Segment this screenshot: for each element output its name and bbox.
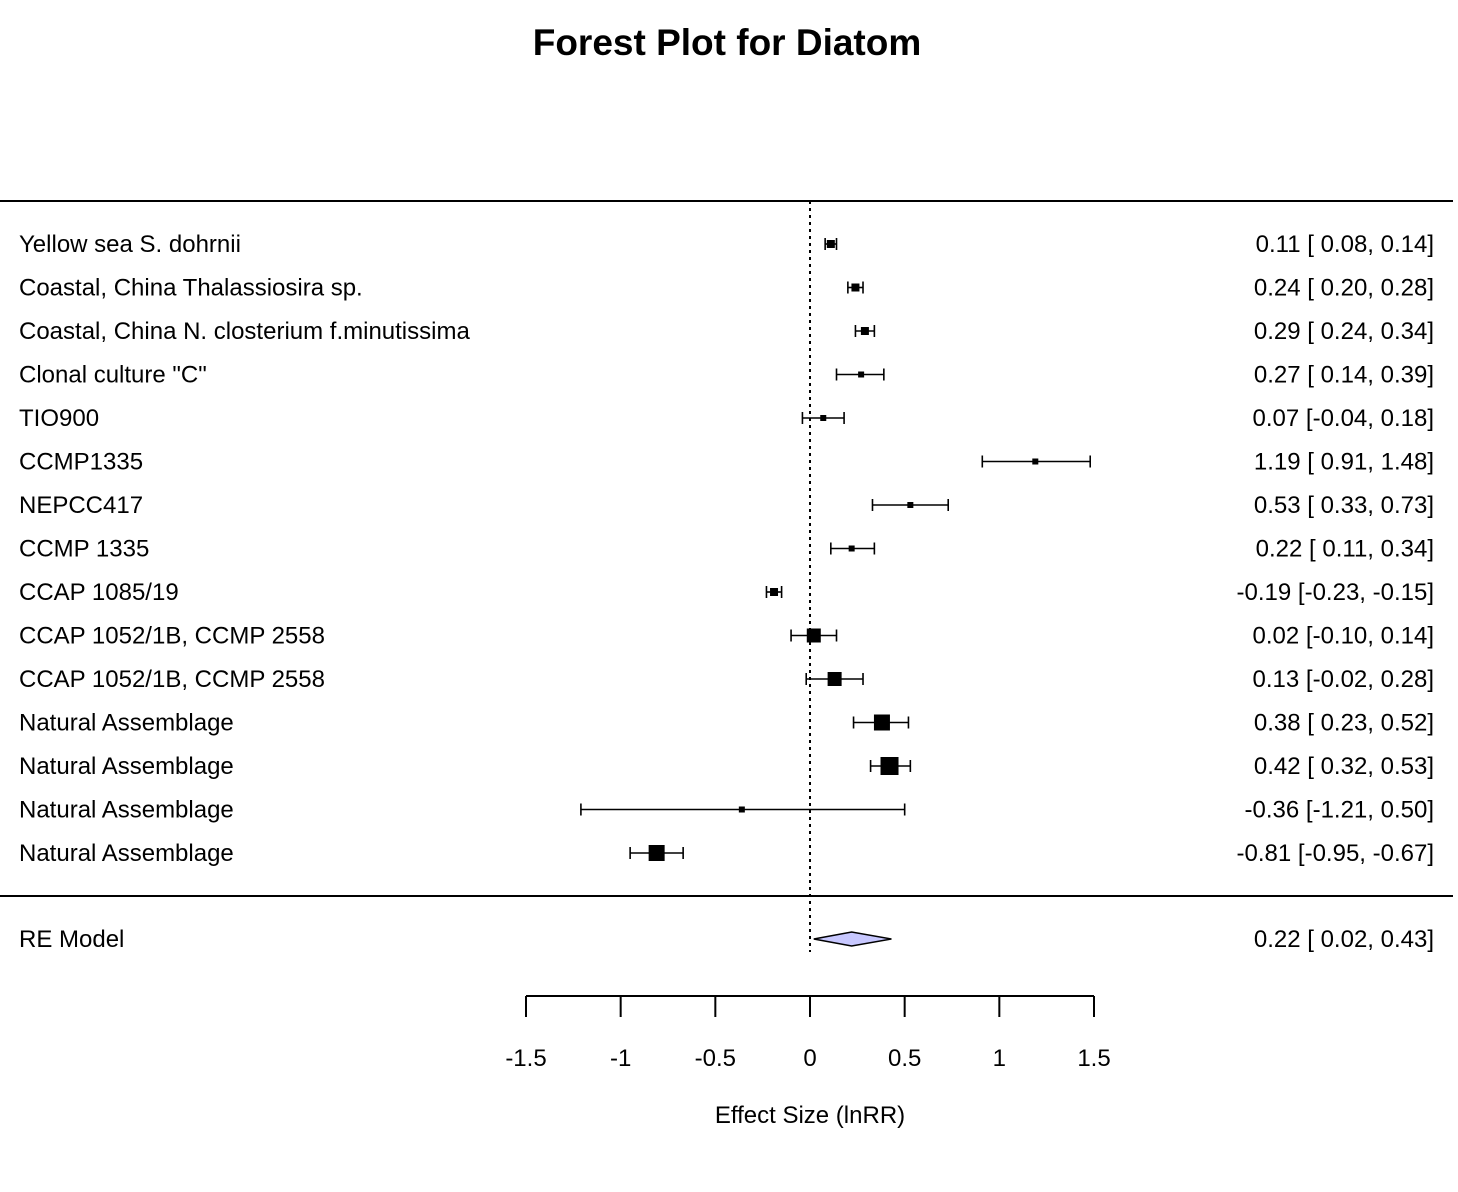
point-estimate [770, 588, 779, 596]
study-row: Natural Assemblage 0.38 [ 0.23, 0.52] [19, 710, 1434, 737]
study-row: CCAP 1085/19 -0.19 [-0.23, -0.15] [19, 579, 1434, 606]
study-label: NEPCC417 [19, 492, 143, 519]
study-label: CCMP1335 [19, 449, 143, 476]
summary-estimate-text: 0.22 [ 0.02, 0.43] [1254, 926, 1434, 953]
study-label: CCAP 1085/19 [19, 579, 179, 606]
x-tick-label: -1.5 [505, 1045, 546, 1072]
study-row: NEPCC417 0.53 [ 0.33, 0.73] [19, 492, 1434, 519]
study-label: CCAP 1052/1B, CCMP 2558 [19, 666, 325, 693]
study-estimate-text: 1.19 [ 0.91, 1.48] [1254, 449, 1434, 476]
study-label: Natural Assemblage [19, 753, 234, 780]
point-estimate [858, 371, 865, 378]
point-estimate [848, 545, 855, 552]
point-estimate [827, 672, 842, 686]
study-row: CCAP 1052/1B, CCMP 2558 0.13 [-0.02, 0.28… [19, 666, 1434, 693]
study-rows: Yellow sea S. dohrnii 0.11 [ 0.08, 0.14] C… [19, 231, 1434, 867]
study-label: Coastal, China N. closterium f.minutissi… [19, 318, 470, 345]
study-label: Clonal culture "C" [19, 362, 207, 389]
study-row: Natural Assemblage -0.36 [-1.21, 0.50] [19, 797, 1434, 824]
point-estimate [851, 283, 860, 292]
study-row: CCAP 1052/1B, CCMP 2558 0.02 [-0.10, 0.14… [19, 623, 1434, 650]
x-axis-label: Effect Size (lnRR) [715, 1102, 905, 1129]
point-estimate [860, 327, 869, 335]
point-estimate [1032, 458, 1039, 465]
summary-label: RE Model [19, 926, 124, 953]
point-estimate [826, 240, 835, 248]
study-estimate-text: 0.38 [ 0.23, 0.52] [1254, 710, 1434, 737]
study-row: Yellow sea S. dohrnii 0.11 [ 0.08, 0.14] [19, 231, 1434, 258]
study-row: TIO900 0.07 [-0.04, 0.18] [19, 405, 1434, 432]
study-row: Coastal, China N. closterium f.minutissi… [19, 318, 1434, 345]
study-estimate-text: -0.81 [-0.95, -0.67] [1237, 840, 1434, 867]
point-estimate [648, 845, 665, 861]
x-axis: -1.5 -1 -0.5 0 0.5 1 1.5 [505, 995, 1111, 1072]
study-estimate-text: -0.36 [-1.21, 0.50] [1245, 797, 1434, 824]
study-label: TIO900 [19, 405, 99, 432]
x-tick-label: -0.5 [695, 1045, 736, 1072]
study-label: Natural Assemblage [19, 710, 234, 737]
study-row: CCMP 1335 0.22 [ 0.11, 0.34] [19, 536, 1434, 563]
study-estimate-text: 0.13 [-0.02, 0.28] [1253, 666, 1434, 693]
study-estimate-text: 0.27 [ 0.14, 0.39] [1254, 362, 1434, 389]
study-row: CCMP1335 1.19 [ 0.91, 1.48] [19, 449, 1434, 476]
summary-diamond [813, 931, 892, 947]
x-tick-label: -1 [610, 1045, 631, 1072]
study-label: CCMP 1335 [19, 536, 149, 563]
study-estimate-text: 0.53 [ 0.33, 0.73] [1254, 492, 1434, 519]
study-estimate-text: 0.02 [-0.10, 0.14] [1253, 623, 1434, 650]
x-tick-label: 1.5 [1077, 1045, 1110, 1072]
study-row: Natural Assemblage 0.42 [ 0.32, 0.53] [19, 753, 1434, 780]
study-label: CCAP 1052/1B, CCMP 2558 [19, 623, 325, 650]
x-tick-label: 0.5 [888, 1045, 921, 1072]
point-estimate [806, 628, 821, 643]
study-estimate-text: -0.19 [-0.23, -0.15] [1237, 579, 1434, 606]
x-tick-label: 1 [993, 1045, 1006, 1072]
point-estimate [880, 757, 899, 775]
study-row: Clonal culture "C" 0.27 [ 0.14, 0.39] [19, 362, 1434, 389]
study-row: Coastal, China Thalassiosira sp. 0.24 [ 0… [19, 275, 1434, 302]
summary-row: RE Model 0.22 [ 0.02, 0.43] [19, 926, 1434, 953]
study-estimate-text: 0.11 [ 0.08, 0.14] [1256, 231, 1434, 258]
study-estimate-text: 0.24 [ 0.20, 0.28] [1254, 275, 1434, 302]
study-label: Natural Assemblage [19, 797, 234, 824]
study-label: Yellow sea S. dohrnii [19, 231, 241, 258]
chart-title: Forest Plot for Diatom [533, 22, 922, 63]
study-estimate-text: 0.07 [-0.04, 0.18] [1253, 405, 1434, 432]
study-estimate-text: 0.22 [ 0.11, 0.34] [1256, 536, 1434, 563]
study-label: Natural Assemblage [19, 840, 234, 867]
point-estimate [873, 714, 890, 731]
point-estimate [907, 502, 914, 508]
x-tick-label: 0 [803, 1045, 816, 1072]
study-estimate-text: 0.42 [ 0.32, 0.53] [1254, 753, 1434, 780]
study-estimate-text: 0.29 [ 0.24, 0.34] [1254, 318, 1434, 345]
point-estimate [738, 806, 745, 813]
point-estimate [820, 415, 827, 421]
study-label: Coastal, China Thalassiosira sp. [19, 275, 363, 302]
study-row: Natural Assemblage -0.81 [-0.95, -0.67] [19, 840, 1434, 867]
